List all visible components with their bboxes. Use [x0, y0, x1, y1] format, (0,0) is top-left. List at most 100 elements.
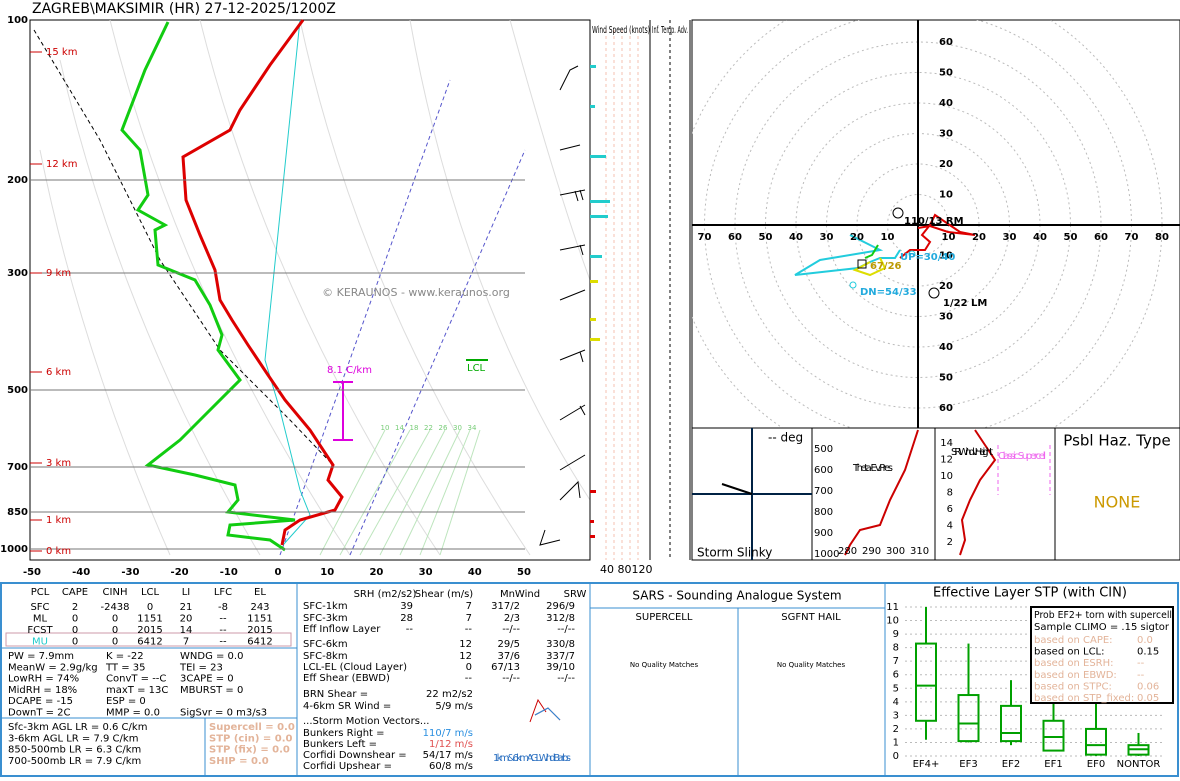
theta-p: 500: [814, 444, 833, 455]
parcel-cell: 21: [180, 602, 193, 613]
ring-label: 10: [939, 251, 953, 262]
ring-label: 70: [698, 232, 712, 243]
srw-height: 4: [947, 521, 953, 532]
temp-label: 50: [517, 567, 531, 578]
index: ConvT = --C: [106, 674, 166, 685]
kin-cell: Eff Shear (EBWD): [303, 673, 390, 684]
vector-value: 110/7 m/s: [423, 728, 473, 739]
ring-label: 10: [939, 190, 953, 201]
classic-label: Classic Supercell: [998, 451, 1046, 462]
kin-cell: 12: [459, 651, 472, 662]
parcel-cell: 7: [183, 637, 189, 648]
speed-bars-mid: [590, 280, 600, 341]
kin-header: SRH (m2/s2): [354, 589, 417, 600]
lcl-label: LCL: [467, 363, 486, 374]
index: MeanW = 2.9g/kg: [8, 662, 98, 673]
lapse-rate-line: Sfc-3km AGL LR = 0.6 C/km: [8, 722, 147, 733]
stp-tick: 2: [893, 724, 899, 735]
box: [1000, 704, 1022, 743]
kin-cell: 7: [466, 613, 472, 624]
adv-title: Inf. Temp. Adv.: [652, 25, 688, 36]
kin-cell: 317/2: [491, 601, 520, 612]
parcel-cell: 2015: [247, 625, 272, 636]
parcel-header: CAPE: [62, 587, 88, 598]
height-label: 12 km: [46, 159, 77, 170]
stp-tick: 9: [893, 629, 899, 640]
height-label: 0 km: [46, 546, 71, 557]
ring-label: 30: [939, 312, 953, 323]
vector-value: 54/17 m/s: [423, 750, 473, 761]
kin-cell: SFC-3km: [303, 613, 348, 624]
stp-category: EF0: [1087, 759, 1105, 770]
index: TEI = 23: [179, 662, 223, 673]
kin-cell: --: [465, 673, 473, 684]
kin-cell: --/--: [502, 673, 520, 684]
lapse-rate-bar: [333, 381, 353, 441]
lapse-rate: 8.1 C/km: [327, 365, 372, 376]
sars-hail: SGFNT HAIL: [781, 612, 841, 623]
parcel-cell: 0: [72, 625, 78, 636]
parcel-header: EL: [254, 587, 266, 598]
ring-label: 50: [939, 68, 953, 79]
theta-x: 280: [838, 546, 857, 557]
stp-tick: 4: [893, 697, 899, 708]
box: [915, 642, 937, 722]
stp-tick: 1: [893, 737, 899, 748]
legend-row: based on LCL:: [1034, 647, 1105, 658]
theta-x: 300: [886, 546, 905, 557]
rm-marker: [892, 207, 904, 219]
sars-title: SARS - Sounding Analogue System: [632, 589, 841, 603]
ring-label: 20: [939, 159, 953, 170]
srw-trace: [959, 429, 997, 556]
vector-name: Bunkers Left =: [303, 739, 377, 750]
mixing-ratio-label: 10: [381, 424, 390, 432]
parcel-cell: -2438: [100, 602, 129, 613]
ring-label: 10: [881, 232, 895, 243]
parcel-cell: 6412: [137, 637, 162, 648]
ring-label: 50: [939, 373, 953, 384]
ring-label: 60: [939, 37, 953, 48]
vector-name: Corfidi Upshear =: [303, 761, 392, 772]
kin-header: MnWind: [500, 589, 540, 600]
kin-cell: SFC-1km: [303, 601, 348, 612]
lapse-rate-line: 3-6km AGL LR = 7.9 C/km: [8, 733, 138, 744]
parcel-cell: --: [219, 625, 227, 636]
barbs-label: 1km & 6km AGL Wind Barbs: [493, 753, 571, 764]
wetbulb-trace: [264, 19, 311, 546]
stp-tick: 10: [886, 616, 899, 627]
parcel-cell: 1151: [247, 614, 272, 625]
index: LowRH = 74%: [8, 674, 79, 685]
isotherms: [279, 79, 526, 556]
theta-trace: [844, 429, 919, 556]
temperature-trace: [181, 19, 344, 546]
ring-label: 20: [850, 232, 864, 243]
ring-label: 60: [939, 403, 953, 414]
mixing-ratio-label: 34: [468, 424, 477, 432]
height-label: 1 km: [46, 515, 71, 526]
kin-cell: --/--: [557, 624, 575, 635]
temp-label: 30: [419, 567, 433, 578]
temp-label: -50: [23, 567, 41, 578]
legend-value: --: [1137, 658, 1145, 669]
ring-label: 60: [1094, 232, 1108, 243]
theta-p: 1000: [814, 549, 839, 560]
kin-cell: --: [465, 624, 473, 635]
parcel-cell: FCST: [27, 625, 53, 636]
dn-label: DN=54/33: [860, 287, 917, 298]
parcel-cell: 14: [180, 625, 193, 636]
composite: STP (fix) = 0.0: [209, 745, 290, 756]
parcel-cell: 243: [250, 602, 269, 613]
stp-category: EF1: [1044, 759, 1062, 770]
lm-label: 1/22 LM: [943, 298, 987, 309]
kin-cell: 12: [459, 639, 472, 650]
mixing-ratio-label: 14: [395, 424, 404, 432]
temp-label: 40: [468, 567, 482, 578]
ring-label: 30: [820, 232, 834, 243]
stp-tick: 3: [893, 710, 899, 721]
parcel-cell: 0: [72, 614, 78, 625]
legend-row: based on STP_fixed:: [1034, 693, 1134, 704]
parcel-cell: 0: [112, 637, 118, 648]
vector-name: Bunkers Right =: [303, 728, 385, 739]
kin-cell: 296/9: [546, 601, 575, 612]
